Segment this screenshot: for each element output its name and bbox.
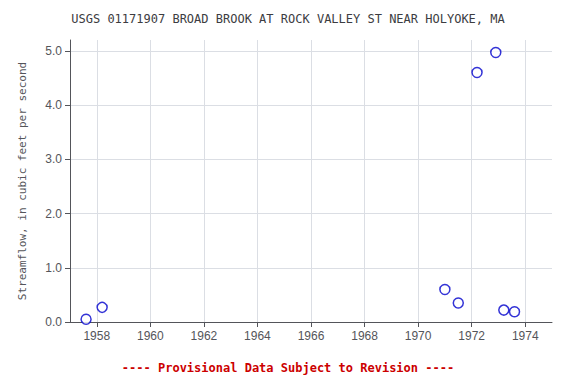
svg-text:2.0: 2.0 xyxy=(45,207,62,221)
svg-text:USGS 01171907 BROAD BROOK AT R: USGS 01171907 BROAD BROOK AT ROCK VALLEY… xyxy=(71,12,505,26)
svg-text:1964: 1964 xyxy=(244,329,271,343)
svg-text:0.0: 0.0 xyxy=(45,315,62,329)
svg-text:1970: 1970 xyxy=(405,329,432,343)
svg-text:4.0: 4.0 xyxy=(45,98,62,112)
svg-text:5.0: 5.0 xyxy=(45,44,62,58)
svg-text:1958: 1958 xyxy=(83,329,110,343)
svg-text:1968: 1968 xyxy=(351,329,378,343)
svg-text:1.0: 1.0 xyxy=(45,261,62,275)
svg-text:1966: 1966 xyxy=(298,329,325,343)
svg-text:1962: 1962 xyxy=(191,329,218,343)
svg-text:1960: 1960 xyxy=(137,329,164,343)
svg-text:---- Provisional Data Subject: ---- Provisional Data Subject to Revisio… xyxy=(122,361,454,375)
svg-text:1972: 1972 xyxy=(458,329,485,343)
svg-text:Streamflow, in cubic feet per: Streamflow, in cubic feet per second xyxy=(16,62,29,300)
svg-text:1974: 1974 xyxy=(512,329,539,343)
svg-text:3.0: 3.0 xyxy=(45,152,62,166)
